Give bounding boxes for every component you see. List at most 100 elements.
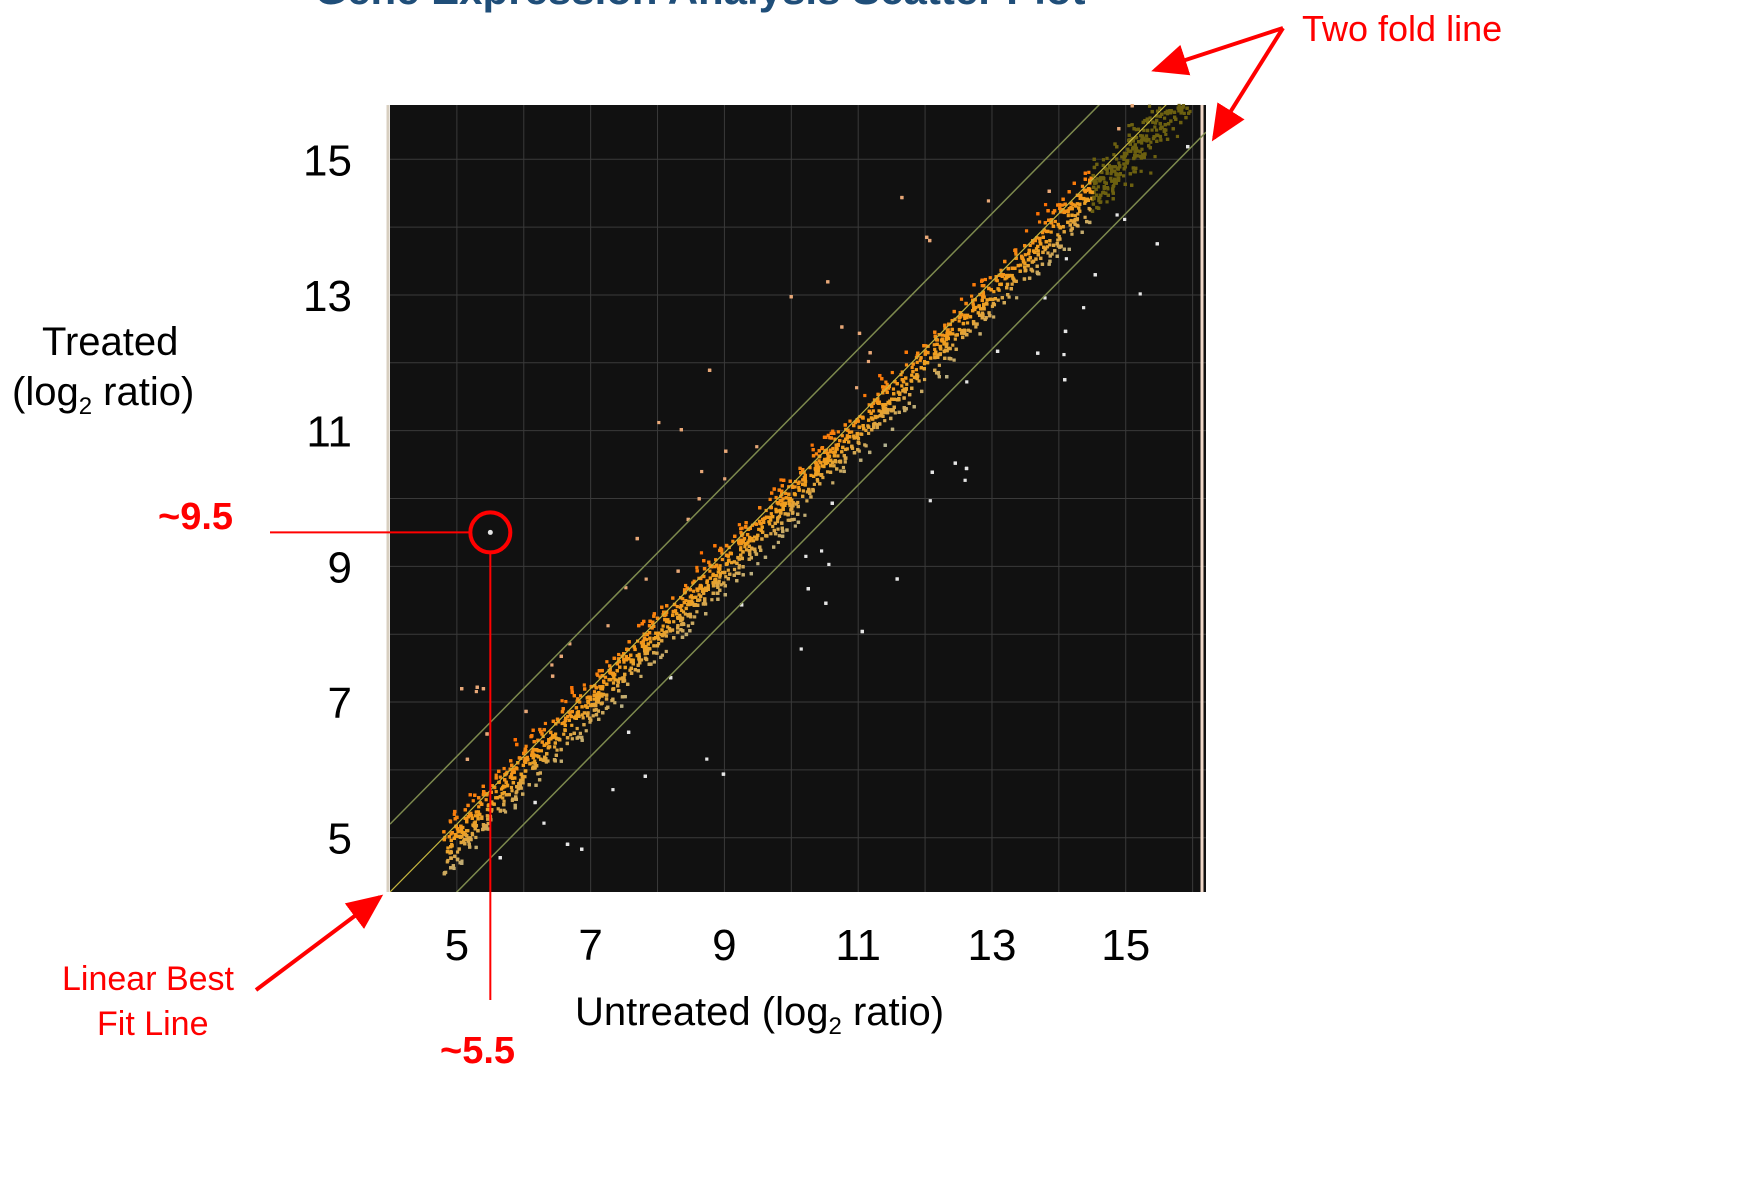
data-point (757, 519, 762, 523)
data-point (986, 199, 991, 203)
data-point (606, 624, 610, 628)
data-point (1084, 188, 1089, 192)
data-point (957, 315, 961, 320)
data-point (629, 671, 634, 675)
data-point (463, 808, 467, 812)
data-point (523, 775, 527, 779)
data-point (622, 657, 626, 662)
data-point (1172, 115, 1177, 119)
data-point (803, 513, 807, 517)
data-point (482, 791, 486, 796)
data-point (872, 425, 876, 430)
data-point (1027, 252, 1031, 256)
data-point (1112, 153, 1116, 157)
data-point (980, 284, 984, 288)
data-point (676, 616, 680, 620)
data-point (1165, 112, 1170, 116)
data-point (679, 604, 683, 608)
data-point (595, 672, 599, 676)
data-point (971, 309, 975, 313)
data-point (714, 558, 718, 562)
data-point (1162, 116, 1167, 120)
data-point (828, 470, 833, 474)
data-point (654, 631, 658, 635)
data-point (1066, 220, 1070, 224)
data-point (830, 460, 835, 464)
data-point (963, 331, 967, 336)
data-point (983, 277, 988, 282)
data-point (1149, 171, 1153, 175)
data-point (538, 727, 542, 732)
data-point (522, 751, 526, 756)
data-point (776, 516, 780, 521)
data-point (1104, 181, 1108, 185)
data-point (1158, 114, 1162, 118)
data-point (991, 297, 995, 301)
data-point (1143, 152, 1147, 156)
data-point (714, 574, 718, 578)
data-point (1021, 258, 1026, 262)
data-point (1062, 230, 1066, 234)
data-point (1153, 121, 1158, 125)
data-point (973, 298, 977, 302)
data-point (793, 479, 798, 484)
data-point (992, 315, 996, 319)
data-point (980, 298, 984, 302)
data-point (485, 824, 489, 828)
data-point (625, 647, 629, 651)
data-point (1067, 247, 1071, 251)
data-point (1057, 234, 1061, 239)
data-point (843, 460, 847, 464)
data-point (724, 543, 729, 548)
data-point (1100, 170, 1104, 175)
data-point (465, 834, 469, 838)
data-point (595, 696, 599, 700)
data-point (817, 459, 821, 463)
data-point (605, 682, 609, 686)
data-point (710, 598, 714, 602)
data-point (912, 375, 917, 379)
data-point (442, 837, 446, 842)
data-point (487, 803, 491, 807)
data-point (513, 776, 517, 780)
data-point (1016, 263, 1020, 268)
data-point (842, 454, 846, 458)
data-point (1080, 230, 1084, 234)
data-point (1155, 128, 1159, 132)
data-point (502, 803, 506, 807)
data-point (826, 460, 830, 464)
data-point (1123, 165, 1127, 169)
data-point (928, 499, 932, 503)
data-point (1091, 179, 1095, 183)
data-point (1000, 274, 1004, 278)
data-point (1177, 103, 1181, 108)
data-point (951, 343, 955, 347)
data-point (1131, 147, 1135, 151)
data-point (716, 581, 720, 585)
data-point (841, 445, 845, 450)
data-point (538, 771, 542, 775)
data-point (1029, 267, 1033, 272)
data-point (840, 325, 844, 329)
data-point (718, 572, 722, 576)
data-point (626, 730, 631, 734)
data-point (1153, 125, 1157, 129)
data-point (784, 496, 788, 500)
data-point (490, 800, 494, 804)
data-point (1180, 109, 1184, 113)
data-point (642, 645, 647, 650)
data-point (1022, 277, 1027, 281)
data-point (656, 634, 660, 638)
data-point (771, 524, 775, 529)
data-point (972, 321, 976, 326)
data-point (694, 595, 698, 599)
data-point (1014, 251, 1018, 255)
data-point (1131, 145, 1135, 149)
data-point (1102, 185, 1106, 189)
data-point (737, 542, 741, 546)
data-point (481, 823, 486, 827)
data-point (982, 283, 986, 288)
data-point (539, 749, 544, 753)
data-point (778, 511, 783, 515)
data-point (570, 723, 574, 727)
